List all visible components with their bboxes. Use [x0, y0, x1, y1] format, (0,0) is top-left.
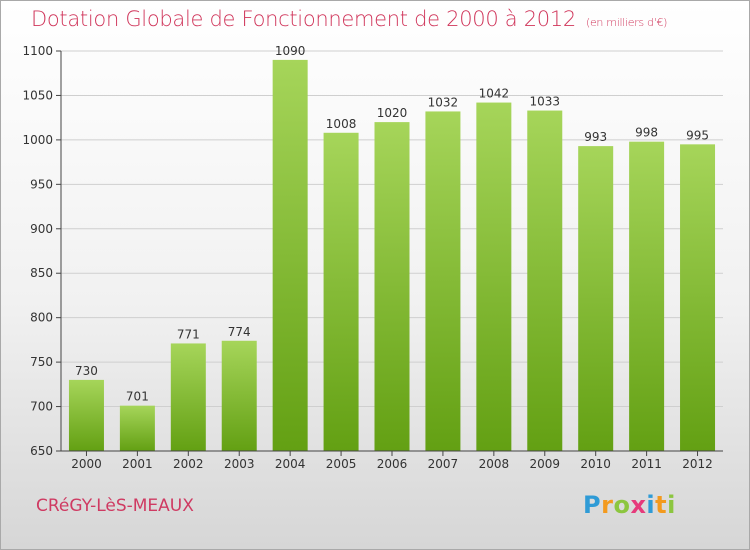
bar [272, 59, 308, 452]
bar [629, 141, 665, 451]
y-tick-label: 1100 [22, 44, 53, 58]
logo-letter: i [646, 491, 656, 519]
bar-value-label: 1090 [275, 44, 306, 58]
y-tick-label: 900 [30, 222, 53, 236]
axes: 650 700 750 800 850 900 950 1000 1050 1100 2000 200… [22, 44, 723, 471]
logo-letter: t [655, 491, 668, 519]
y-tick-label: 1000 [22, 133, 53, 147]
bar-value-label: 1033 [529, 95, 560, 109]
bar [170, 343, 206, 451]
x-tick-label: 2007 [428, 457, 459, 471]
y-tick-label: 950 [30, 177, 53, 191]
bar [425, 111, 461, 451]
x-tick-label: 2011 [631, 457, 662, 471]
bar [68, 379, 104, 451]
bar-value-label: 1042 [479, 87, 510, 101]
x-tick-label: 2003 [224, 457, 255, 471]
y-tick-label: 750 [30, 355, 53, 369]
x-tick-label: 2006 [377, 457, 408, 471]
x-tick-label: 2012 [682, 457, 713, 471]
bar-value-label: 774 [228, 325, 251, 339]
y-tick-label: 700 [30, 400, 53, 414]
y-tick-label: 800 [30, 311, 53, 325]
bar-value-label: 995 [686, 128, 709, 142]
logo-letter: x [630, 491, 647, 519]
y-tick-label: 650 [30, 444, 53, 458]
chart-unit: (en milliers d'€) [585, 16, 668, 29]
x-tick-label: 2008 [479, 457, 510, 471]
bar [578, 146, 614, 451]
y-tick-label: 850 [30, 266, 53, 280]
x-tick-label: 2010 [580, 457, 611, 471]
logo-letter: o [613, 491, 631, 519]
y-tick-label: 1050 [22, 88, 53, 102]
bar-value-label: 1008 [326, 117, 357, 131]
bar-value-label: 771 [177, 327, 200, 341]
chart-title-text: Dotation Globale de Fonctionnement de 20… [31, 7, 576, 31]
bars: 730 701 771 774 1090 1008 1020 1032 1042 1033 993 9… [68, 44, 716, 452]
x-tick-label: 2009 [529, 457, 560, 471]
bar [527, 110, 563, 452]
x-tick-label: 2005 [326, 457, 357, 471]
bar [119, 405, 155, 451]
bar [374, 122, 410, 451]
x-tick-label: 2000 [71, 457, 102, 471]
bar-value-label: 730 [75, 364, 98, 378]
commune-name: CRéGY-LèS-MEAUX [36, 496, 194, 516]
logo-letter: r [601, 491, 614, 519]
bar-value-label: 998 [635, 126, 658, 140]
bar [221, 340, 257, 451]
bar [680, 144, 716, 452]
bar-value-label: 993 [584, 130, 607, 144]
bar-value-label: 1020 [377, 106, 408, 120]
proxiti-logo: Proxiti [583, 491, 676, 519]
logo-letter: i [667, 491, 676, 519]
x-tick-label: 2002 [173, 457, 204, 471]
chart-title: Dotation Globale de Fonctionnement de 20… [31, 7, 667, 31]
bar [323, 132, 359, 451]
bar-value-label: 701 [126, 390, 149, 404]
logo-letter: P [583, 491, 602, 519]
x-tick-label: 2001 [122, 457, 153, 471]
bar-value-label: 1032 [428, 95, 459, 109]
bar [476, 102, 512, 452]
x-tick-label: 2004 [275, 457, 306, 471]
